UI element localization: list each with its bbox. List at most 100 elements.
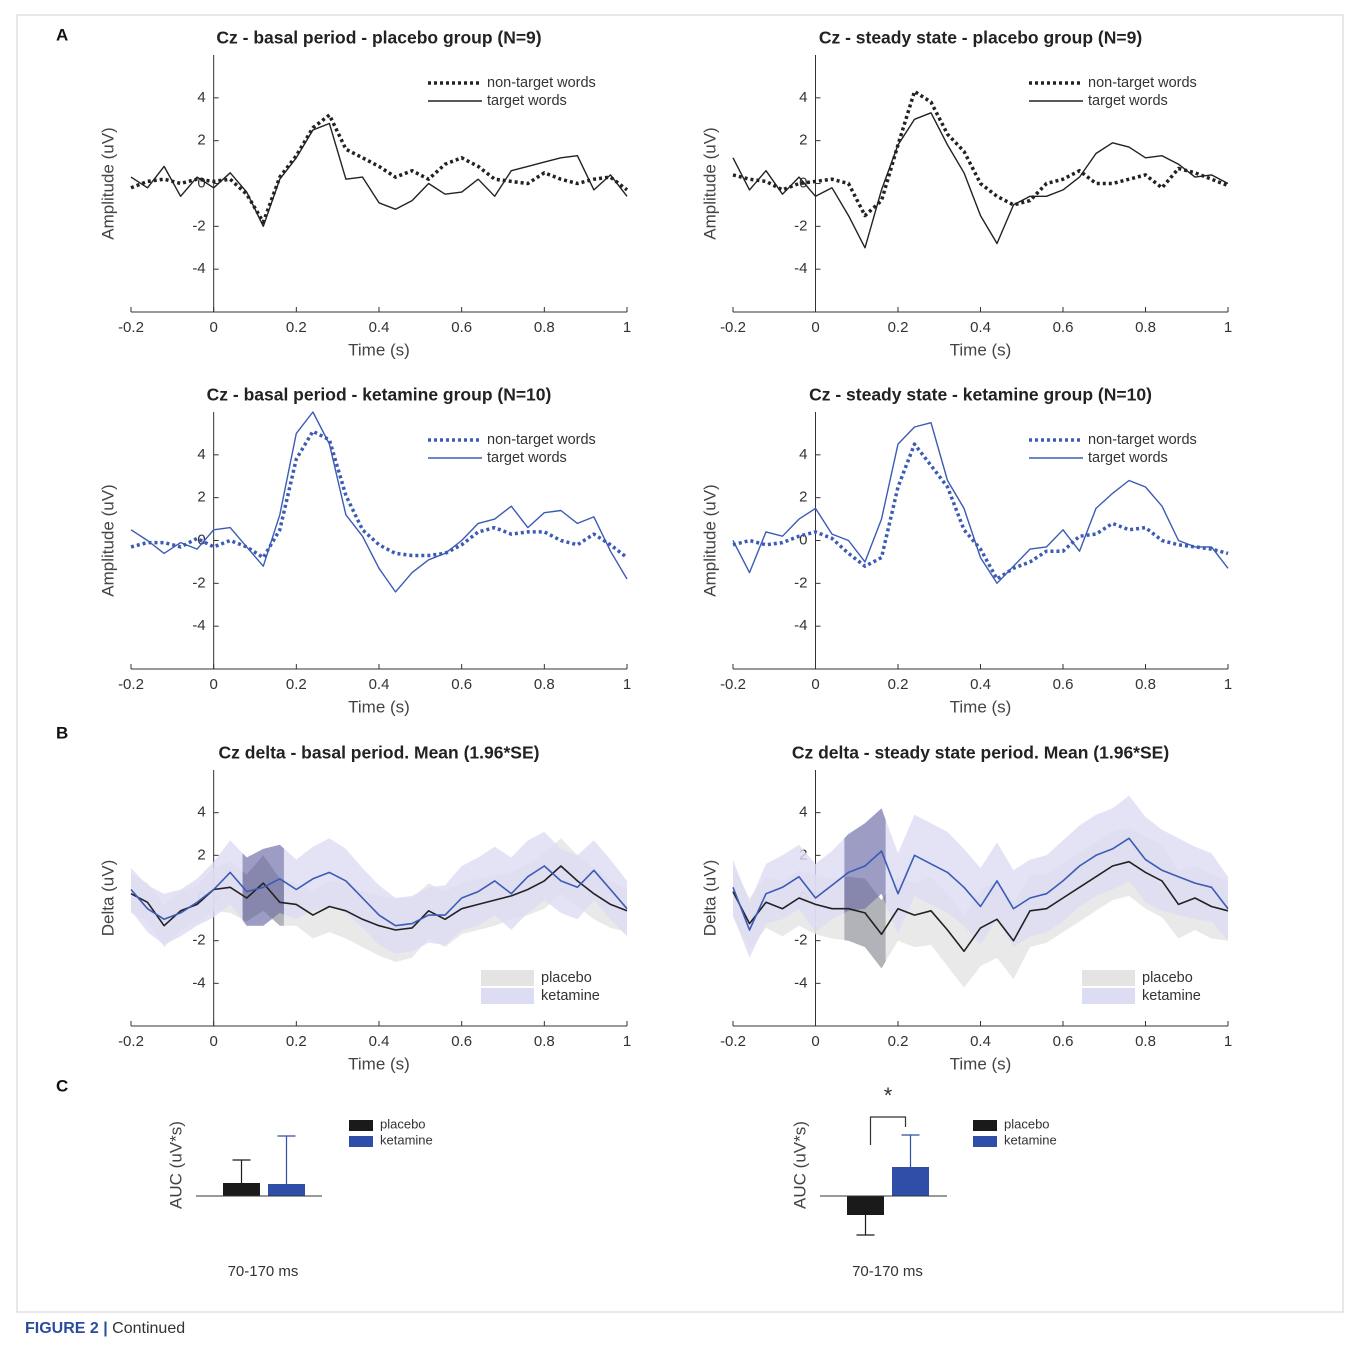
legend-swatch [481, 970, 534, 986]
x-tick-label: 1 [1224, 319, 1232, 336]
legend-label: placebo [1142, 970, 1193, 986]
legend-label: non-target words [487, 432, 596, 448]
y-tick-label: -4 [794, 974, 807, 991]
legend-label: ketamine [380, 1132, 433, 1147]
bar [847, 1196, 884, 1215]
figure-frame [16, 14, 1344, 1313]
data-line [732, 422, 1229, 584]
caption: FIGURE 2 | Continued [25, 1320, 185, 1337]
panel-label: B [56, 723, 68, 742]
x-category-label: 70-170 ms [228, 1263, 299, 1280]
data-line [732, 442, 1229, 581]
panel-label: A [56, 25, 68, 44]
y-axis-label: AUC (uV*s) [790, 1121, 809, 1209]
ci-band-highlight [844, 808, 886, 913]
y-axis-label: Amplitude (uV) [700, 484, 719, 596]
y-tick-label: -4 [192, 617, 205, 634]
x-axis-label: Time (s) [348, 1054, 410, 1073]
legend-label: ketamine [1004, 1132, 1057, 1147]
x-tick-label: 0.8 [1135, 1033, 1156, 1050]
y-axis-label: Amplitude (uV) [98, 127, 117, 239]
y-tick-label: 4 [799, 446, 807, 463]
x-tick-label: 0.4 [369, 1033, 390, 1050]
x-tick-label: -0.2 [720, 676, 746, 693]
y-tick-label: 4 [197, 89, 205, 106]
x-tick-label: 0.2 [888, 1033, 909, 1050]
y-tick-label: 4 [799, 89, 807, 106]
x-tick-label: 0.4 [369, 676, 390, 693]
x-tick-label: 1 [623, 676, 631, 693]
x-axis-label: Time (s) [348, 340, 410, 359]
highlight-group [242, 844, 284, 926]
legend-swatch [973, 1120, 997, 1131]
bar [268, 1184, 305, 1196]
panel-label: C [56, 1076, 68, 1095]
legend-label: non-target words [487, 75, 596, 91]
bar [223, 1183, 260, 1196]
x-tick-label: 0.8 [534, 676, 555, 693]
y-tick-label: -4 [192, 260, 205, 277]
y-tick-label: 2 [799, 132, 807, 149]
legend-swatch [481, 988, 534, 1004]
x-axis-label: Time (s) [348, 697, 410, 716]
y-tick-label: 4 [197, 804, 205, 821]
y-tick-label: -2 [794, 932, 807, 949]
caption-text: Continued [112, 1320, 185, 1337]
x-tick-label: 0.6 [451, 676, 472, 693]
x-tick-label: 0.2 [888, 676, 909, 693]
chart-title: Cz - steady state - ketamine group (N=10… [809, 385, 1152, 405]
x-tick-label: 1 [623, 319, 631, 336]
legend-label: target words [1088, 93, 1168, 109]
y-tick-label: 4 [197, 446, 205, 463]
legend-label: target words [487, 450, 567, 466]
x-axis-label: Time (s) [950, 340, 1012, 359]
x-tick-label: 0.8 [1135, 676, 1156, 693]
legend-swatch [973, 1136, 997, 1147]
chart-title: Cz - basal period - ketamine group (N=10… [207, 385, 552, 405]
legend-label: placebo [541, 970, 592, 986]
x-tick-label: 0.6 [451, 1033, 472, 1050]
data-line [732, 860, 1229, 953]
x-category-label: 70-170 ms [852, 1263, 923, 1280]
data-line [130, 865, 628, 927]
y-tick-label: -2 [192, 217, 205, 234]
legend-label: non-target words [1088, 75, 1197, 91]
x-tick-label: 0.4 [970, 1033, 991, 1050]
y-tick-label: -2 [794, 574, 807, 591]
legend-label: target words [1088, 450, 1168, 466]
chart-title: Cz delta - basal period. Mean (1.96*SE) [219, 743, 540, 763]
chart-title: Cz - basal period - placebo group (N=9) [216, 28, 541, 48]
x-tick-label: 0.2 [286, 676, 307, 693]
significance-bracket [869, 1116, 907, 1145]
y-tick-label: 0 [197, 174, 205, 191]
caption-label: FIGURE 2 | [25, 1320, 108, 1337]
x-axis-label: Time (s) [950, 1054, 1012, 1073]
data-line [130, 113, 629, 224]
x-tick-label: 0.8 [1135, 319, 1156, 336]
y-axis-label: Delta (uV) [98, 860, 117, 937]
legend-label: placebo [380, 1116, 426, 1131]
x-tick-label: 0.8 [534, 319, 555, 336]
ci-band-highlight [242, 844, 284, 926]
x-tick-label: 0.4 [970, 319, 991, 336]
y-tick-label: 4 [799, 804, 807, 821]
y-tick-label: -2 [192, 932, 205, 949]
data-line [130, 122, 628, 227]
y-tick-label: -4 [794, 260, 807, 277]
data-line [732, 89, 1229, 218]
legend-label: non-target words [1088, 432, 1197, 448]
significance-label: * [884, 1083, 893, 1108]
chart-title: Cz - steady state - placebo group (N=9) [819, 28, 1142, 48]
x-tick-label: 1 [1224, 676, 1232, 693]
legend-swatch [349, 1120, 373, 1131]
y-tick-label: -4 [794, 617, 807, 634]
y-axis-label: Amplitude (uV) [700, 127, 719, 239]
legend-label: ketamine [1142, 988, 1201, 1004]
x-tick-label: -0.2 [118, 1033, 144, 1050]
legend-label: ketamine [541, 988, 600, 1004]
x-tick-label: 0 [811, 319, 819, 336]
x-tick-label: 0 [209, 676, 217, 693]
y-axis-label: AUC (uV*s) [166, 1121, 185, 1209]
chart-title: Cz delta - steady state period. Mean (1.… [792, 743, 1169, 763]
